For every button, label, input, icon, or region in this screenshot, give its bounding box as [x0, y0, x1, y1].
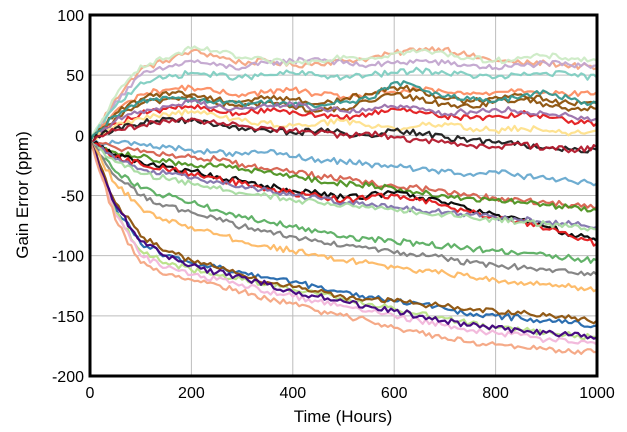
series-line [88, 99, 599, 143]
x-tick-label: 1000 [579, 385, 615, 402]
series-line [88, 56, 599, 143]
x-tick-label: 600 [381, 385, 408, 402]
series-line [88, 140, 599, 346]
series-group [88, 45, 599, 355]
series-line [88, 140, 599, 277]
series-line [88, 45, 599, 143]
series-line [88, 84, 599, 143]
series-line [88, 140, 599, 293]
y-tick-labels: 100 50 0 -50 -100 -150 -200 [52, 8, 84, 386]
series-line [88, 139, 599, 187]
series-line [88, 140, 599, 232]
y-tick-label: 0 [75, 128, 84, 145]
series-line [88, 116, 599, 154]
series-line [88, 140, 599, 243]
y-tick-label: -100 [52, 249, 84, 266]
x-tick-label: 200 [178, 385, 205, 402]
series-line [88, 66, 599, 143]
series-line [88, 140, 599, 340]
series-line [88, 140, 599, 264]
series-line [88, 80, 599, 143]
plot-frame [88, 13, 599, 378]
x-tick-label: 800 [482, 385, 509, 402]
series-line [88, 140, 599, 325]
x-tick-label: 0 [86, 385, 95, 402]
x-tick-labels: 0 200 400 600 800 1000 [86, 385, 615, 402]
series-line [88, 84, 599, 143]
series-line [88, 140, 599, 213]
y-tick-label: -200 [52, 369, 84, 386]
series-line [88, 140, 599, 355]
x-tick-label: 400 [279, 385, 306, 402]
series-line [88, 103, 599, 144]
y-tick-label: 50 [66, 68, 84, 85]
y-axis-title: Gain Error (ppm) [13, 131, 32, 259]
y-tick-label: -50 [61, 189, 84, 206]
x-axis-title: Time (Hours) [294, 407, 393, 426]
y-tick-label: -150 [52, 309, 84, 326]
series-line [88, 140, 599, 247]
y-tick-label: 100 [57, 8, 84, 25]
series-line [88, 108, 599, 143]
series-line [88, 140, 599, 341]
